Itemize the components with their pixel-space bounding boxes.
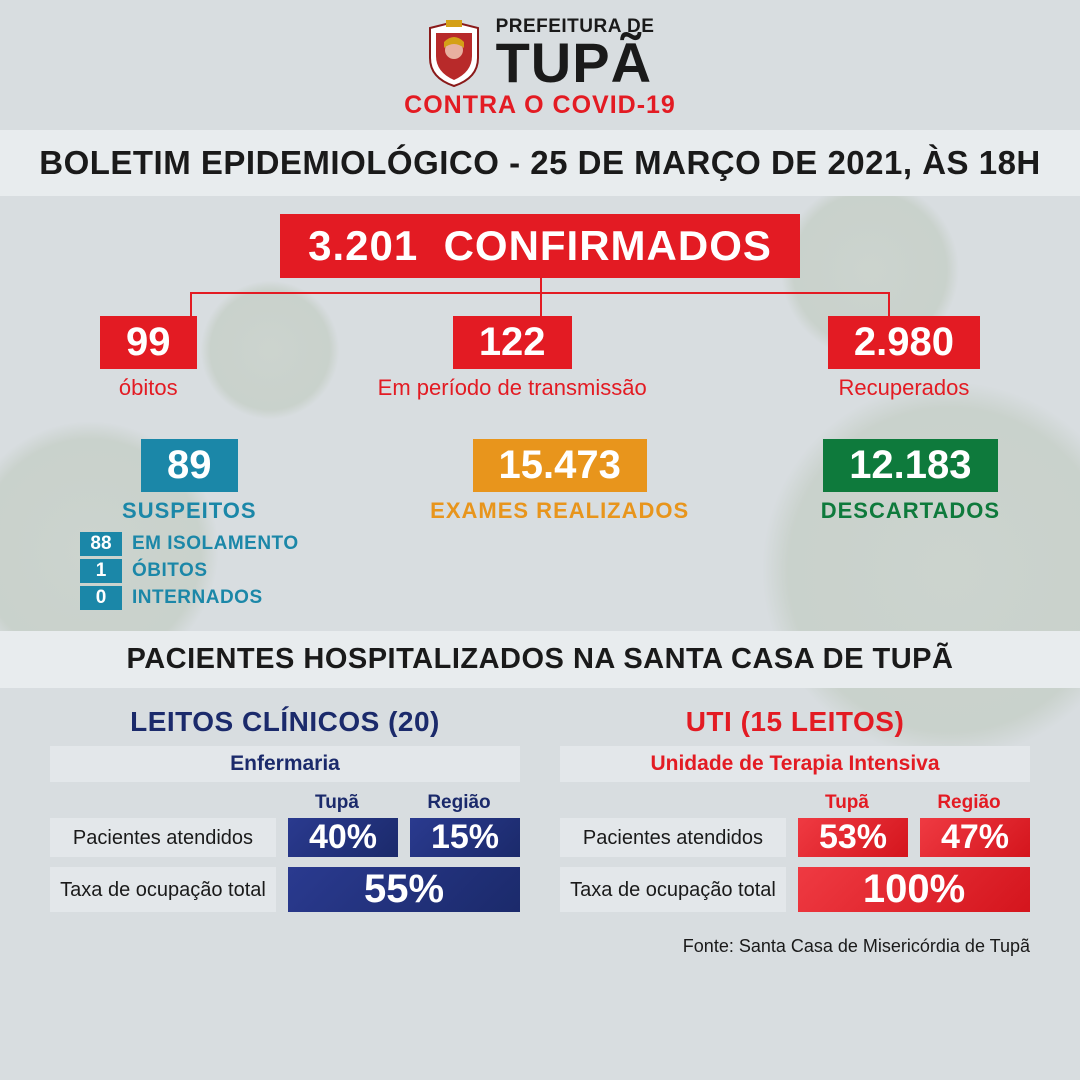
col-tupa: Tupã (792, 792, 902, 814)
stat-label: Em período de transmissão (378, 375, 647, 401)
stat-value: 99 (100, 316, 197, 369)
stat-value: 15.473 (473, 439, 647, 492)
col-regiao: Região (404, 792, 514, 814)
stat-obitos: 99 óbitos (100, 316, 197, 401)
uti-title: UTI (15 LEITOS) (560, 706, 1030, 738)
bulletin-title: BOLETIM EPIDEMIOLÓGICO - 25 DE MARÇO DE … (0, 130, 1080, 196)
tree-connector (130, 278, 950, 316)
stat-value: 2.980 (828, 316, 980, 369)
stat-label: Recuperados (828, 375, 980, 401)
col-tupa: Tupã (282, 792, 392, 814)
stat-descartados: 12.183 DESCARTADOS (821, 439, 1000, 524)
header: PREFEITURA DE TUPÃ CONTRA O COVID-19 (0, 0, 1080, 130)
sub-value: 1 (80, 559, 122, 583)
stat-label: SUSPEITOS (80, 498, 299, 524)
pct-tupa: 40% (288, 818, 398, 857)
stat-recuperados: 2.980 Recuperados (828, 316, 980, 401)
pct-total: 55% (288, 867, 520, 912)
sub-label: ÓBITOS (132, 560, 208, 582)
city-name: TUPÃ (496, 36, 655, 89)
row-label: Pacientes atendidos (50, 818, 276, 857)
stat-label: EXAMES REALIZADOS (430, 498, 689, 524)
source-text: Fonte: Santa Casa de Misericórdia de Tup… (0, 922, 1080, 957)
pct-tupa: 53% (798, 818, 908, 857)
sub-value: 88 (80, 532, 122, 556)
pct-regiao: 47% (920, 818, 1030, 857)
uti-column: UTI (15 LEITOS) Unidade de Terapia Inten… (560, 706, 1030, 922)
pct-total: 100% (798, 867, 1030, 912)
confirmed-value: 3.201 (308, 222, 418, 269)
clinicos-title: LEITOS CLÍNICOS (20) (50, 706, 520, 738)
stat-exames: 15.473 EXAMES REALIZADOS (430, 439, 689, 524)
stat-transmissao: 122 Em período de transmissão (378, 316, 647, 401)
stat-label: DESCARTADOS (821, 498, 1000, 524)
sub-label: INTERNADOS (132, 587, 263, 609)
row-label: Taxa de ocupação total (50, 867, 276, 912)
sub-obitos: 1 ÓBITOS (80, 559, 299, 583)
stat-value: 89 (141, 439, 238, 492)
stat-label: óbitos (100, 375, 197, 401)
sub-internados: 0 INTERNADOS (80, 586, 299, 610)
stat-value: 122 (453, 316, 572, 369)
sub-value: 0 (80, 586, 122, 610)
confirmed-box: 3.201 CONFIRMADOS (280, 214, 800, 278)
stat-value: 12.183 (823, 439, 997, 492)
hospital-title: PACIENTES HOSPITALIZADOS NA SANTA CASA D… (0, 631, 1080, 688)
clinicos-subtitle: Enfermaria (50, 746, 520, 782)
sub-isolamento: 88 EM ISOLAMENTO (80, 532, 299, 556)
tagline: CONTRA O COVID-19 (0, 91, 1080, 120)
row-label: Pacientes atendidos (560, 818, 786, 857)
clinicos-column: LEITOS CLÍNICOS (20) Enfermaria Tupã Reg… (50, 706, 520, 922)
city-shield-icon (426, 20, 482, 88)
col-regiao: Região (914, 792, 1024, 814)
uti-subtitle: Unidade de Terapia Intensiva (560, 746, 1030, 782)
sub-label: EM ISOLAMENTO (132, 533, 299, 555)
stat-suspeitos: 89 SUSPEITOS 88 EM ISOLAMENTO 1 ÓBITOS 0… (80, 439, 299, 613)
confirmed-label: CONFIRMADOS (444, 222, 772, 269)
row-label: Taxa de ocupação total (560, 867, 786, 912)
pct-regiao: 15% (410, 818, 520, 857)
